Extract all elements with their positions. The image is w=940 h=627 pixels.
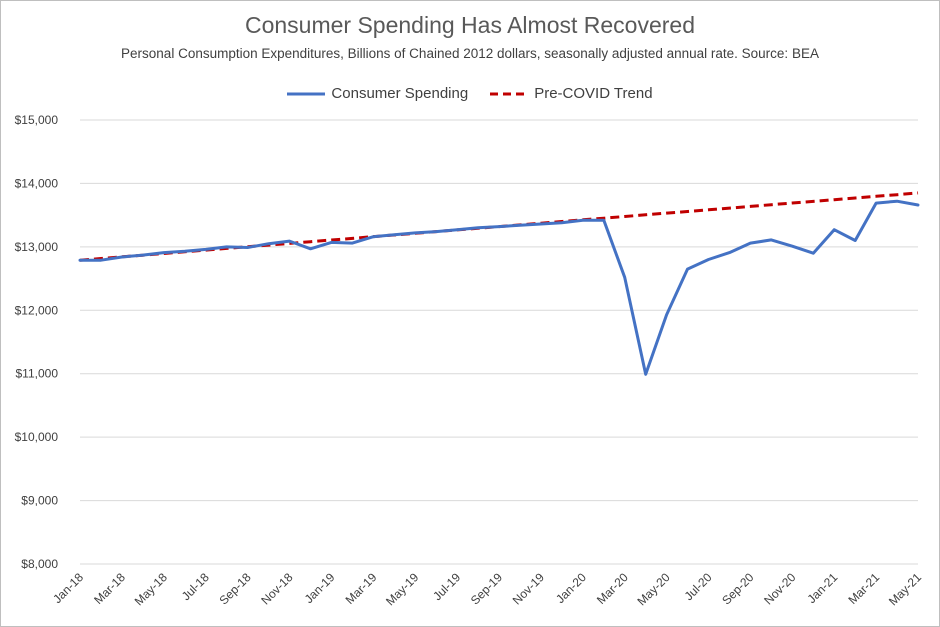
x-tick-label: May-21: [886, 570, 924, 608]
y-tick-label: $15,000: [15, 113, 59, 127]
x-tick-label: Nov-19: [510, 570, 547, 607]
x-tick-label: Mar-18: [91, 570, 128, 607]
x-tick-label: Nov-20: [761, 570, 798, 607]
x-tick-label: Nov-18: [258, 570, 295, 607]
y-tick-label: $14,000: [15, 176, 59, 190]
x-tick-label: Mar-21: [845, 570, 882, 607]
x-tick-label: May-19: [383, 570, 421, 608]
chart-subtitle: Personal Consumption Expenditures, Billi…: [121, 46, 819, 61]
x-tick-label: Jan-18: [50, 570, 86, 606]
series-lines: [78, 191, 920, 376]
y-tick-label: $13,000: [15, 240, 59, 254]
legend-label-consumer-spending: Consumer Spending: [331, 85, 469, 102]
legend-swatch-consumer-spending: [287, 92, 326, 95]
x-tick-label: Jul-19: [430, 570, 463, 603]
x-tick-label: Jan-19: [302, 570, 338, 606]
y-tick-label: $9,000: [21, 494, 58, 508]
y-axis-ticks: $8,000 $9,000 $10,000 $11,000 $12,000 $13,000…: [15, 113, 59, 571]
x-tick-label: Mar-19: [343, 570, 380, 607]
y-tick-label: $12,000: [15, 303, 59, 317]
x-tick-label: May-20: [635, 570, 673, 608]
chart-title: Consumer Spending Has Almost Recovered: [244, 12, 695, 38]
legend-swatch-pre-covid-trend: [490, 92, 529, 95]
y-tick-label: $11,000: [16, 367, 59, 381]
x-tick-label: Mar-20: [594, 570, 631, 607]
x-tick-label: Jul-20: [682, 570, 715, 603]
y-tick-label: $10,000: [15, 430, 59, 444]
legend-label-pre-covid-trend: Pre-COVID Trend: [534, 85, 653, 102]
x-tick-label: May-18: [132, 570, 170, 608]
x-tick-label: Sep-18: [216, 570, 253, 607]
x-axis-ticks: Jan-18 Mar-18 May-18 Jul-18 Sep-18 Nov-18 Jan-…: [50, 570, 924, 608]
x-tick-label: Sep-20: [719, 570, 756, 607]
legend: Consumer Spending Pre-COVID Trend: [0, 85, 940, 102]
y-tick-label: $8,000: [21, 557, 58, 571]
legend-item-pre-covid-trend: Pre-COVID Trend: [490, 85, 653, 102]
legend-item-consumer-spending: Consumer Spending: [287, 85, 468, 102]
x-tick-label: Jan-20: [553, 570, 589, 606]
x-tick-label: Sep-19: [468, 570, 505, 607]
series-line-consumer-spending: [78, 199, 920, 376]
x-tick-label: Jan-21: [804, 570, 840, 606]
gridlines: [80, 119, 918, 565]
x-tick-label: Jul-18: [179, 570, 212, 603]
